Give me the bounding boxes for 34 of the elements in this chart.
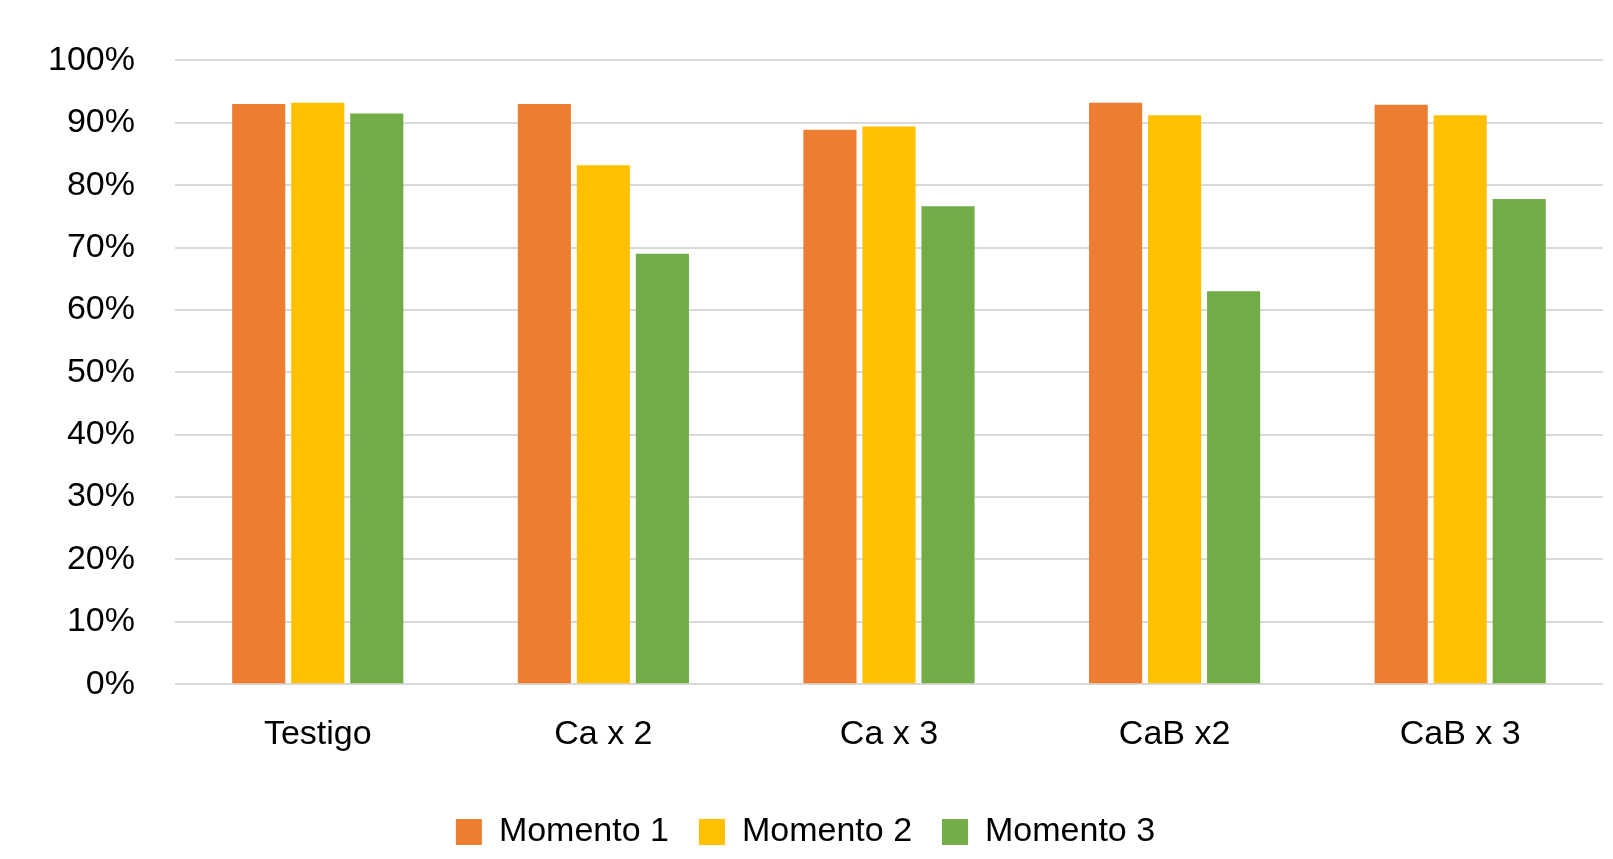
x-tick-label: Ca x 3: [839, 712, 939, 751]
bar: [921, 206, 975, 684]
y-tick-label: 40%: [66, 413, 135, 452]
bar: [1207, 291, 1261, 684]
bar: [291, 102, 345, 684]
legend-label: Momento 3: [985, 810, 1156, 849]
bar: [576, 165, 630, 684]
y-tick-label: 20%: [66, 537, 135, 576]
y-tick-label: 100%: [47, 38, 135, 77]
y-tick-label: 0%: [85, 662, 135, 701]
y-tick-label: 70%: [66, 225, 135, 264]
bar: [517, 104, 571, 684]
legend-label: Momento 2: [741, 810, 913, 849]
bar: [1374, 104, 1428, 684]
x-tick-label: Ca x 2: [554, 712, 653, 751]
y-tick-label: 10%: [66, 600, 135, 639]
bar: [350, 113, 404, 684]
y-tick-label: 30%: [66, 475, 135, 514]
y-tick-label: 90%: [66, 101, 135, 140]
x-tick-label: Testigo: [263, 712, 372, 751]
y-tick-label: 50%: [66, 350, 135, 389]
x-tick-label: CaB x2: [1118, 712, 1231, 751]
bar: [862, 126, 916, 684]
bar: [1148, 115, 1202, 684]
bar: [803, 129, 857, 684]
legend-label: Momento 1: [498, 810, 669, 849]
bar: [1433, 115, 1487, 684]
y-tick-label: 60%: [66, 288, 135, 327]
bar: [635, 253, 689, 684]
bar: [232, 104, 286, 684]
y-tick-label: 80%: [66, 163, 135, 202]
bar: [1089, 102, 1143, 684]
bar: [1492, 198, 1546, 684]
x-tick-label: CaB x 3: [1399, 712, 1521, 751]
